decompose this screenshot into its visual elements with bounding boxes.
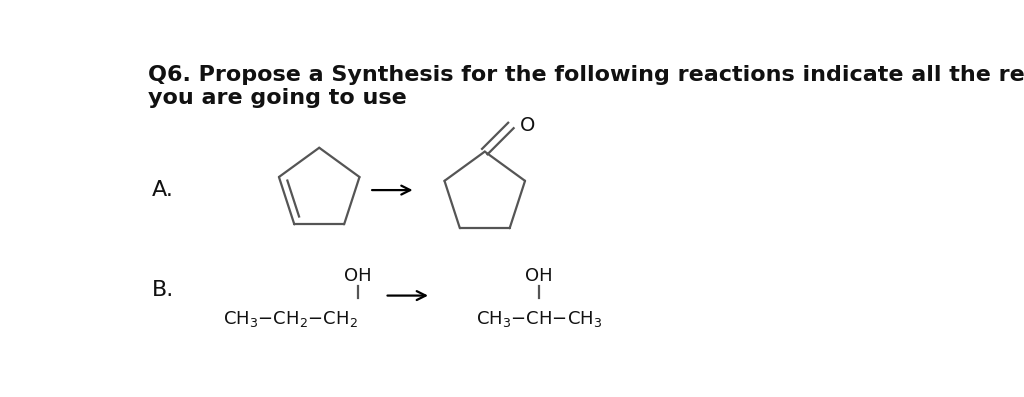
Text: B.: B. [153,280,174,300]
Text: you are going to use: you are going to use [147,88,407,108]
Text: OH: OH [344,267,372,285]
Text: A.: A. [153,180,174,200]
Text: OH: OH [525,267,553,285]
Text: O: O [520,116,536,135]
Text: Q6. Propose a Synthesis for the following reactions indicate all the reagent: Q6. Propose a Synthesis for the followin… [147,65,1024,85]
Text: CH$_3$−CH$_2$−CH$_2$: CH$_3$−CH$_2$−CH$_2$ [223,309,357,330]
Text: CH$_3$−CH−CH$_3$: CH$_3$−CH−CH$_3$ [475,309,602,330]
